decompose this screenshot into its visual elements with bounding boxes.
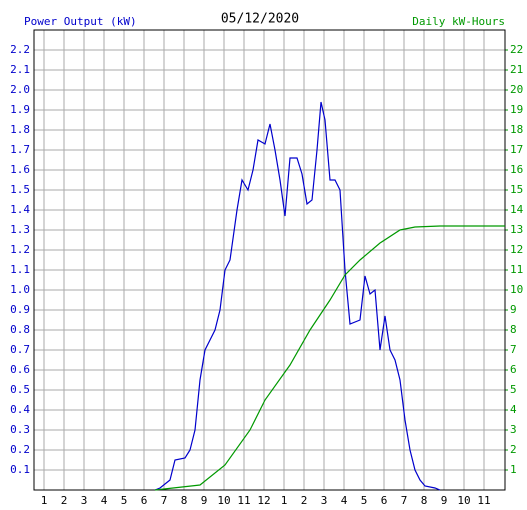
y-tick-label: 0.4 xyxy=(10,403,30,416)
x-tick-label: 1 xyxy=(41,494,48,507)
y-tick-label: 0.7 xyxy=(10,343,30,356)
y2-tick-label: 15 xyxy=(510,183,523,196)
y2-tick-label: 9 xyxy=(510,303,517,316)
y-tick-label: 1.3 xyxy=(10,223,30,236)
y2-tick-label: 11 xyxy=(510,263,523,276)
x-tick-label: 8 xyxy=(421,494,428,507)
y2-tick-label: 19 xyxy=(510,103,523,116)
y2-tick-label: 22 xyxy=(510,43,523,56)
y-axis-label: Power Output (kW) xyxy=(24,15,137,28)
x-tick-label: 3 xyxy=(81,494,88,507)
y-tick-label: 1.8 xyxy=(10,123,30,136)
y2-tick-label: 13 xyxy=(510,223,523,236)
plot-frame xyxy=(33,29,506,491)
x-tick-label: 9 xyxy=(201,494,208,507)
y2-axis-label: Daily kW-Hours xyxy=(412,15,505,28)
y-tick-label: 1.0 xyxy=(10,283,30,296)
x-tick-label: 3 xyxy=(321,494,328,507)
x-tick-label: 9 xyxy=(441,494,448,507)
x-tick-label: 8 xyxy=(181,494,188,507)
y-tick-label: 1.1 xyxy=(10,263,30,276)
y2-tick-label: 8 xyxy=(510,323,517,336)
y2-tick-label: 7 xyxy=(510,343,517,356)
x-tick-label: 10 xyxy=(217,494,230,507)
x-tick-label: 1 xyxy=(281,494,288,507)
y-tick-label: 2.0 xyxy=(10,83,30,96)
y-tick-label: 1.7 xyxy=(10,143,30,156)
x-tick-label: 6 xyxy=(381,494,388,507)
x-tick-label: 4 xyxy=(341,494,348,507)
y2-tick-label: 12 xyxy=(510,243,523,256)
y-tick-label: 0.2 xyxy=(10,443,30,456)
y2-tick-label: 16 xyxy=(510,163,523,176)
y-tick-label: 0.1 xyxy=(10,463,30,476)
y2-tick-label: 3 xyxy=(510,423,517,436)
x-tick-label: 7 xyxy=(161,494,168,507)
series-line xyxy=(154,101,441,491)
y-tick-label: 0.9 xyxy=(10,303,30,316)
y-tick-label: 1.4 xyxy=(10,203,30,216)
x-tick-label: 12 xyxy=(257,494,270,507)
x-tick-label: 2 xyxy=(301,494,308,507)
y2-tick-label: 18 xyxy=(510,123,523,136)
series-line xyxy=(154,225,505,491)
y2-tick-label: 17 xyxy=(510,143,523,156)
x-tick-label: 4 xyxy=(101,494,108,507)
y-tick-label: 2.2 xyxy=(10,43,30,56)
y-tick-label: 0.5 xyxy=(10,383,30,396)
x-tick-label: 5 xyxy=(361,494,368,507)
y-tick-label: 0.3 xyxy=(10,423,30,436)
y2-tick-label: 5 xyxy=(510,383,517,396)
y2-tick-label: 14 xyxy=(510,203,524,216)
y2-tick-label: 1 xyxy=(510,463,517,476)
y2-tick-label: 4 xyxy=(510,403,517,416)
y-tick-label: 1.9 xyxy=(10,103,30,116)
y2-tick-label: 2 xyxy=(510,443,517,456)
y-tick-label: 0.6 xyxy=(10,363,30,376)
x-tick-label: 6 xyxy=(141,494,148,507)
x-tick-label: 2 xyxy=(61,494,68,507)
y-tick-label: 1.5 xyxy=(10,183,30,196)
y2-tick-label: 10 xyxy=(510,283,523,296)
y-tick-label: 1.2 xyxy=(10,243,30,256)
y-tick-label: 0.8 xyxy=(10,323,30,336)
y2-tick-label: 21 xyxy=(510,63,523,76)
x-tick-label: 11 xyxy=(237,494,250,507)
y-tick-label: 2.1 xyxy=(10,63,30,76)
x-tick-label: 10 xyxy=(457,494,470,507)
y2-tick-label: 20 xyxy=(510,83,523,96)
y-tick-label: 1.6 xyxy=(10,163,30,176)
x-tick-label: 7 xyxy=(401,494,408,507)
x-tick-label: 11 xyxy=(477,494,490,507)
y2-tick-label: 6 xyxy=(510,363,517,376)
x-tick-label: 5 xyxy=(121,494,128,507)
chart-title: 05/12/2020 xyxy=(221,12,299,27)
